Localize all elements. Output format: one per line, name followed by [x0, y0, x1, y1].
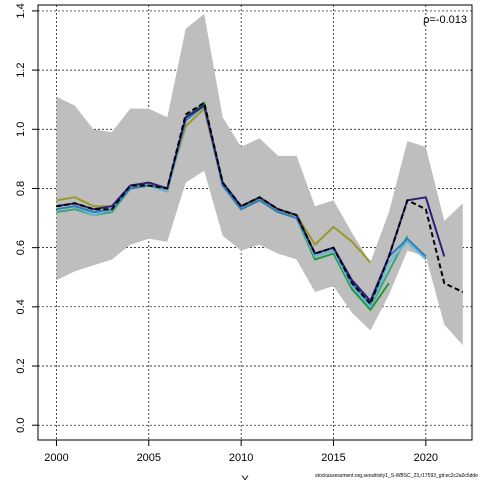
y-tick-label-1: 0.2: [15, 358, 27, 373]
y-tick-label-2: 0.4: [15, 299, 27, 314]
footer-text: stockassessment.org,sensitivity1_S-WBSC_…: [315, 473, 478, 479]
plot-frame: [37, 4, 473, 441]
axis-ticks: 2000 2005 2010 2015 2020 0.0 0.2 0.4 0.6 0.8 1.0 1.…: [15, 3, 438, 464]
series-layer: [56, 101, 464, 311]
x-tick-label-2: 2010: [229, 452, 253, 464]
y-tick-label-4: 0.8: [15, 181, 27, 196]
y-tick-label-7: 1.4: [15, 3, 27, 18]
x-tick-label-4: 2020: [414, 452, 438, 464]
rho-annotation: ρ=-0.013: [423, 14, 467, 26]
series-line-0: [56, 101, 464, 305]
y-tick-label-5: 1.0: [15, 122, 27, 137]
x-tick-label-0: 2000: [44, 452, 68, 464]
confidence-band: [56, 13, 463, 346]
x-tick-label-3: 2015: [321, 452, 345, 464]
confidence-band-layer: [56, 13, 463, 346]
x-tick-label-1: 2005: [137, 452, 161, 464]
y-tick-label-6: 1.2: [15, 62, 27, 77]
x-axis-label-fragment: Y: [241, 474, 249, 480]
y-tick-label-0: 0.0: [15, 418, 27, 433]
y-tick-label-3: 0.6: [15, 240, 27, 255]
